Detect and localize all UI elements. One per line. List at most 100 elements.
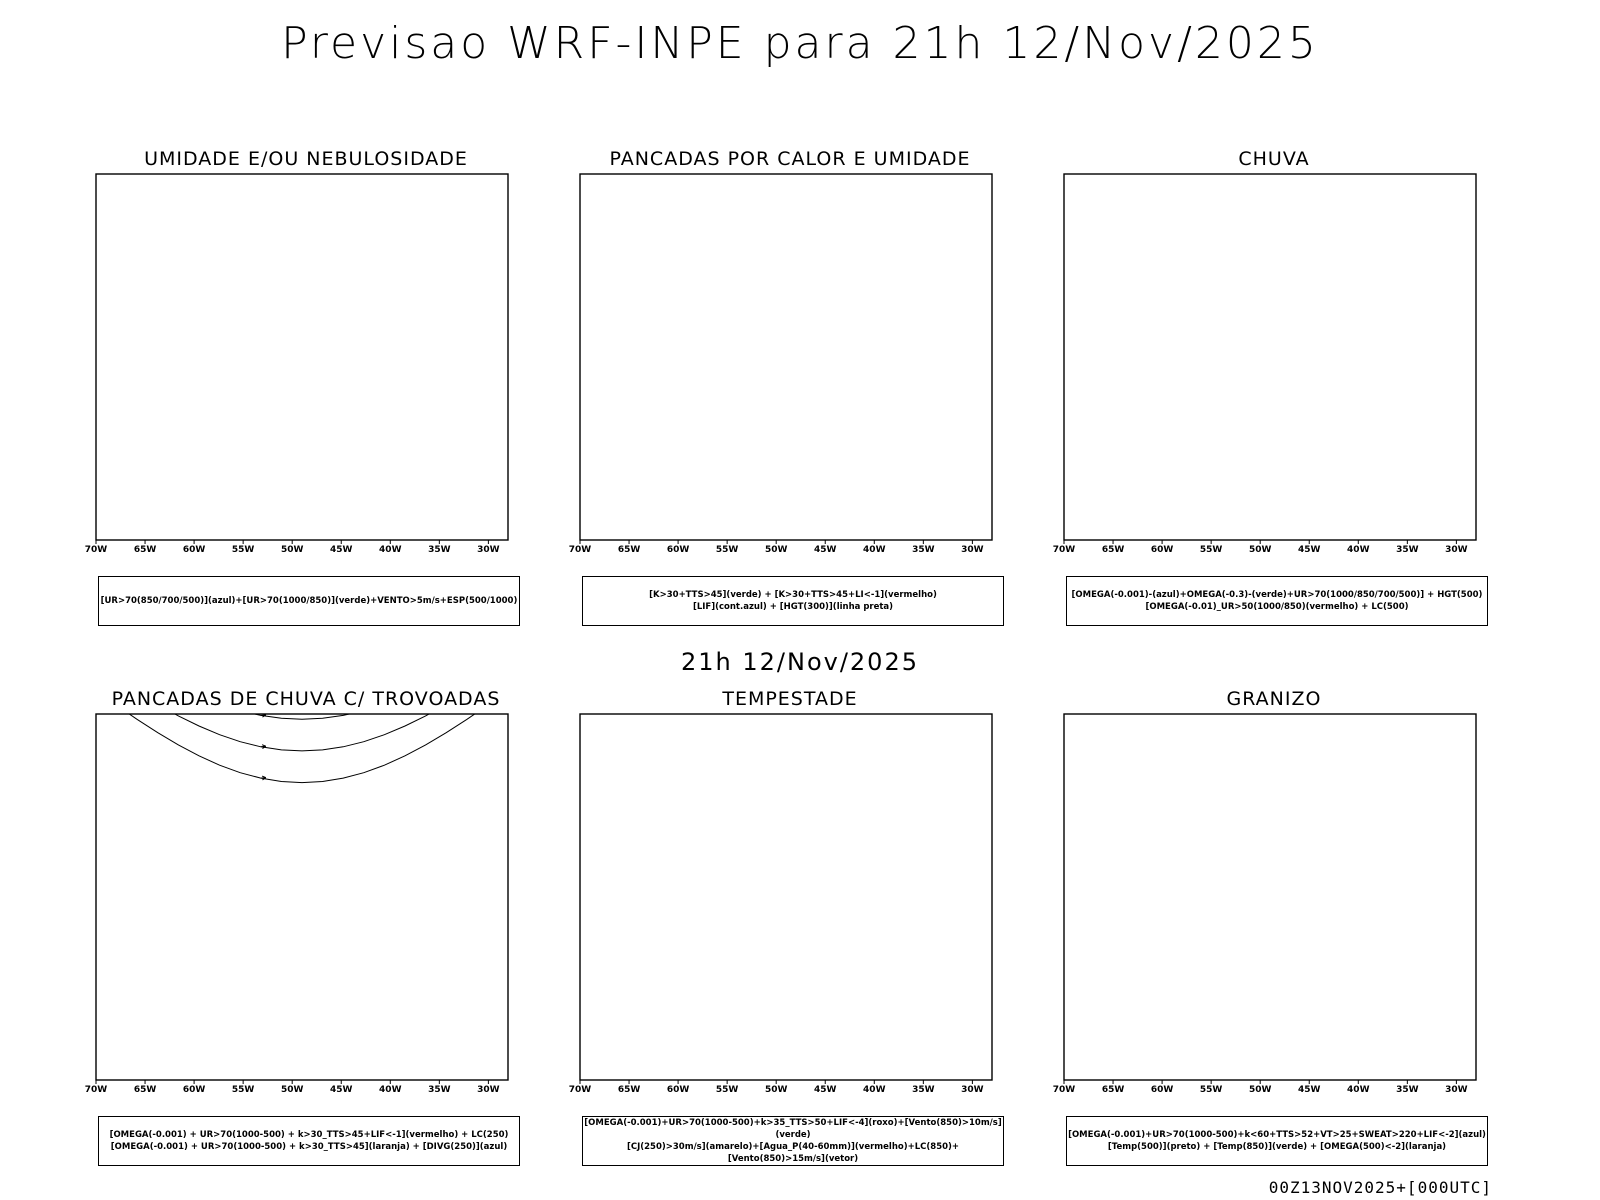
lon-label: 50W (765, 1085, 788, 1095)
lon-label: 45W (330, 1085, 353, 1095)
lon-label: 65W (134, 545, 157, 555)
map-chuva: 5855855855855825825825795795795765765735… (1053, 173, 1477, 555)
lon-label: 30W (961, 1085, 984, 1095)
map-frame (95, 173, 509, 541)
lon-label: 70W (85, 545, 108, 555)
legend-line: [OMEGA(-0.001)+UR>70(1000-500)+k<60+TTS>… (1068, 1130, 1486, 1140)
legend-line: [OMEGA(-0.001) + UR>70(1000-500) + k>30_… (109, 1130, 509, 1140)
legend-line: [UR>70(850/700/500)](azul)+[UR>70(1000/8… (100, 596, 518, 606)
map-granizo: 12121515121212-18-15-18-12-15-1812S15S18… (1053, 713, 1477, 1095)
map-pancadas-calor: 9600960096009600952095209520944094409360… (569, 173, 993, 555)
mid-timestamp: 21h 12/Nov/2025 (680, 648, 919, 676)
lon-label: 35W (428, 1085, 451, 1095)
page-title: Previsao WRF-INPE para 21h 12/Nov/2025 (281, 18, 1319, 69)
map-background (1064, 714, 1476, 1080)
streamline-arrow (260, 744, 267, 749)
legend-line: [Temp(500)](preto) + [Temp(850)](verde) … (1107, 1142, 1447, 1152)
legend-box: [OMEGA(-0.001)-(azul)+OMEGA(-0.3)-(verde… (1066, 576, 1488, 626)
legend-line: [K>30+TTS>45](verde) + [K>30+TTS>45+LI<-… (649, 590, 937, 600)
panel-title: CHUVA (1238, 148, 1310, 170)
lon-label: 55W (716, 545, 739, 555)
lon-label: 70W (569, 545, 592, 555)
lon-label: 30W (961, 545, 984, 555)
panel-title: PANCADAS POR CALOR E UMIDADE (609, 148, 971, 170)
lon-label: 55W (232, 1085, 255, 1095)
lon-label: 40W (379, 1085, 402, 1095)
legend-line: [OMEGA(-0.001) + UR>70(1000-500) + k>30_… (110, 1142, 508, 1152)
legend-box: [K>30+TTS>45](verde) + [K>30+TTS>45+LI<-… (582, 576, 1004, 626)
lon-label: 55W (232, 545, 255, 555)
map-background (96, 714, 508, 1080)
lon-label: 40W (379, 545, 402, 555)
legend-line: [OMEGA(-0.001)-(azul)+OMEGA(-0.3)-(verde… (1071, 590, 1483, 600)
map-frame (1063, 713, 1477, 1081)
map-background (580, 714, 992, 1080)
legend-box: [OMEGA(-0.001) + UR>70(1000-500) + k>30_… (98, 1116, 520, 1166)
map-umidade: 1008100810121016102010201016101610201012… (85, 173, 509, 555)
legend-box: [OMEGA(-0.001)+UR>70(1000-500)+k>35_TTS>… (582, 1116, 1004, 1166)
lon-label: 70W (85, 1085, 108, 1095)
streamline-arrow (260, 775, 267, 781)
lon-label: 30W (477, 1085, 500, 1095)
run-code: 00Z13NOV2025+[000UTC] (1268, 1178, 1492, 1197)
panel-chuva: CHUVA 5855855855855825825825795795795765… (1034, 148, 1514, 638)
lon-label: 70W (569, 1085, 592, 1095)
lon-label: 55W (1200, 1085, 1223, 1095)
panel-title: PANCADAS DE CHUVA C/ TROVOADAS (111, 688, 501, 710)
legend-box: [UR>70(850/700/500)](azul)+[UR>70(1000/8… (98, 576, 520, 626)
map-frame (579, 713, 993, 1081)
map-background (1064, 174, 1476, 540)
lon-label: 45W (1298, 1085, 1321, 1095)
lon-label: 40W (1347, 545, 1370, 555)
lon-label: 50W (765, 545, 788, 555)
map-area: 9600960096009600952095209520944094409360… (580, 174, 992, 540)
lon-label: 70W (1053, 545, 1076, 555)
map-frame (579, 173, 993, 541)
lon-label: 35W (912, 545, 935, 555)
map-background (580, 174, 992, 540)
lon-label: 50W (1249, 1085, 1272, 1095)
lon-label: 65W (134, 1085, 157, 1095)
map-area: 12121515121212-18-15-18-12-15-18 (1064, 714, 1476, 1080)
map-area (96, 714, 508, 1080)
lon-label: 30W (1445, 545, 1468, 555)
lon-label: 35W (1396, 545, 1419, 555)
lon-label: 60W (183, 545, 206, 555)
streamline-250 (252, 714, 352, 720)
lon-label: 50W (281, 545, 304, 555)
panel-title: UMIDADE E/OU NEBULOSIDADE (144, 148, 468, 170)
panel-tempestade: TEMPESTADE 505040404040405012S15S18S21S2… (550, 688, 1030, 1178)
lon-label: 65W (1102, 545, 1125, 555)
lon-label: 40W (863, 545, 886, 555)
lon-label: 35W (428, 545, 451, 555)
lon-label: 55W (1200, 545, 1223, 555)
map-background (96, 174, 508, 540)
lon-label: 50W (281, 1085, 304, 1095)
map-tempestade: 505040404040405012S15S18S21S24S27S30S33S… (569, 713, 993, 1095)
panel-title: GRANIZO (1226, 688, 1322, 710)
map-frame (1063, 173, 1477, 541)
legend-line: [CJ(250)>30m/s](amarelo)+[Agua_P(40-60mm… (626, 1142, 960, 1164)
lon-label: 45W (814, 545, 837, 555)
legend-line: [OMEGA(-0.01)_UR>50(1000/850)(vermelho) … (1145, 602, 1409, 612)
lon-label: 65W (618, 545, 641, 555)
streamline-250 (173, 714, 431, 752)
panel-trovoadas: PANCADAS DE CHUVA C/ TROVOADAS 12S15S18S… (66, 688, 546, 1178)
map-area: 5855855855855825825825795795795765765735… (1064, 174, 1476, 540)
legend-line: [OMEGA(-0.001)+UR>70(1000-500)+k>35_TTS>… (584, 1118, 1002, 1140)
lon-label: 60W (1151, 1085, 1174, 1095)
lon-label: 60W (183, 1085, 206, 1095)
lon-label: 45W (330, 545, 353, 555)
lon-label: 45W (1298, 545, 1321, 555)
panel-granizo: GRANIZO 12121515121212-18-15-18-12-15-18… (1034, 688, 1514, 1178)
lon-label: 40W (1347, 1085, 1370, 1095)
lon-label: 60W (1151, 545, 1174, 555)
lon-label: 60W (667, 1085, 690, 1095)
lon-label: 30W (477, 545, 500, 555)
map-area: 5050404040404050 (580, 714, 992, 1080)
map-frame (95, 713, 509, 1081)
streamline-250 (128, 714, 476, 784)
lon-label: 45W (814, 1085, 837, 1095)
lon-label: 35W (912, 1085, 935, 1095)
panel-umidade: UMIDADE E/OU NEBULOSIDADE 10081008101210… (66, 148, 546, 638)
